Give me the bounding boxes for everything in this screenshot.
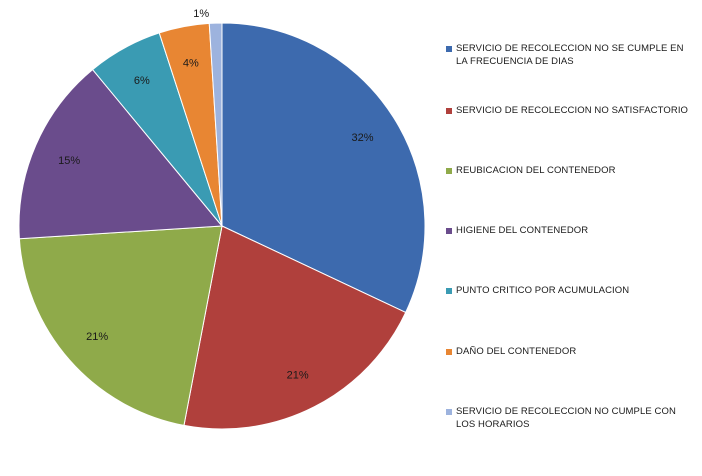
legend-item-1: SERVICIO DE RECOLECCION NO SE CUMPLE EN …	[446, 42, 696, 68]
pie-slice-2	[183, 225, 407, 430]
legend-label: DAÑO DEL CONTENEDOR	[456, 346, 577, 357]
slice-label-5: 6%	[134, 75, 150, 87]
pie-slice-7	[208, 22, 223, 227]
slice-label-7: 1%	[193, 8, 209, 20]
legend-label: HIGIENE DEL CONTENEDOR	[456, 225, 589, 236]
legend-item-5: PUNTO CRITICO POR ACUMULACION	[446, 284, 696, 297]
legend-item-3: REUBICACION DEL CONTENEDOR	[446, 164, 696, 177]
legend-item-2: SERVICIO DE RECOLECCION NO SATISFACTORIO	[446, 104, 696, 117]
legend-label: REUBICACION DEL CONTENEDOR	[456, 165, 616, 176]
legend-label: SERVICIO DE RECOLECCION NO SE CUMPLE EN …	[456, 43, 684, 67]
slice-label-1: 32%	[351, 132, 373, 144]
legend-item-4: HIGIENE DEL CONTENEDOR	[446, 224, 696, 237]
legend-label: SERVICIO DE RECOLECCION NO SATISFACTORIO	[456, 105, 689, 116]
legend-item-7: SERVICIO DE RECOLECCION NO CUMPLE CON LO…	[446, 405, 696, 431]
legend-swatch	[446, 228, 452, 234]
pie-slice-1	[221, 22, 426, 314]
legend-swatch	[446, 168, 452, 174]
legend-swatch	[446, 288, 452, 294]
pie-slice-4	[18, 68, 224, 240]
slice-label-2: 21%	[287, 369, 309, 381]
legend-swatch	[446, 108, 452, 114]
slice-label-3: 21%	[86, 331, 108, 343]
slice-label-4: 15%	[58, 155, 80, 167]
pie-slice-3	[18, 225, 223, 426]
legend-item-6: DAÑO DEL CONTENEDOR	[446, 345, 696, 358]
legend-swatch	[446, 409, 452, 415]
slice-label-6: 4%	[183, 58, 199, 70]
legend-label: SERVICIO DE RECOLECCION NO CUMPLE CON LO…	[456, 406, 676, 430]
legend-label: PUNTO CRITICO POR ACUMULACION	[456, 285, 630, 296]
legend-swatch	[446, 349, 452, 355]
legend-swatch	[446, 46, 452, 52]
